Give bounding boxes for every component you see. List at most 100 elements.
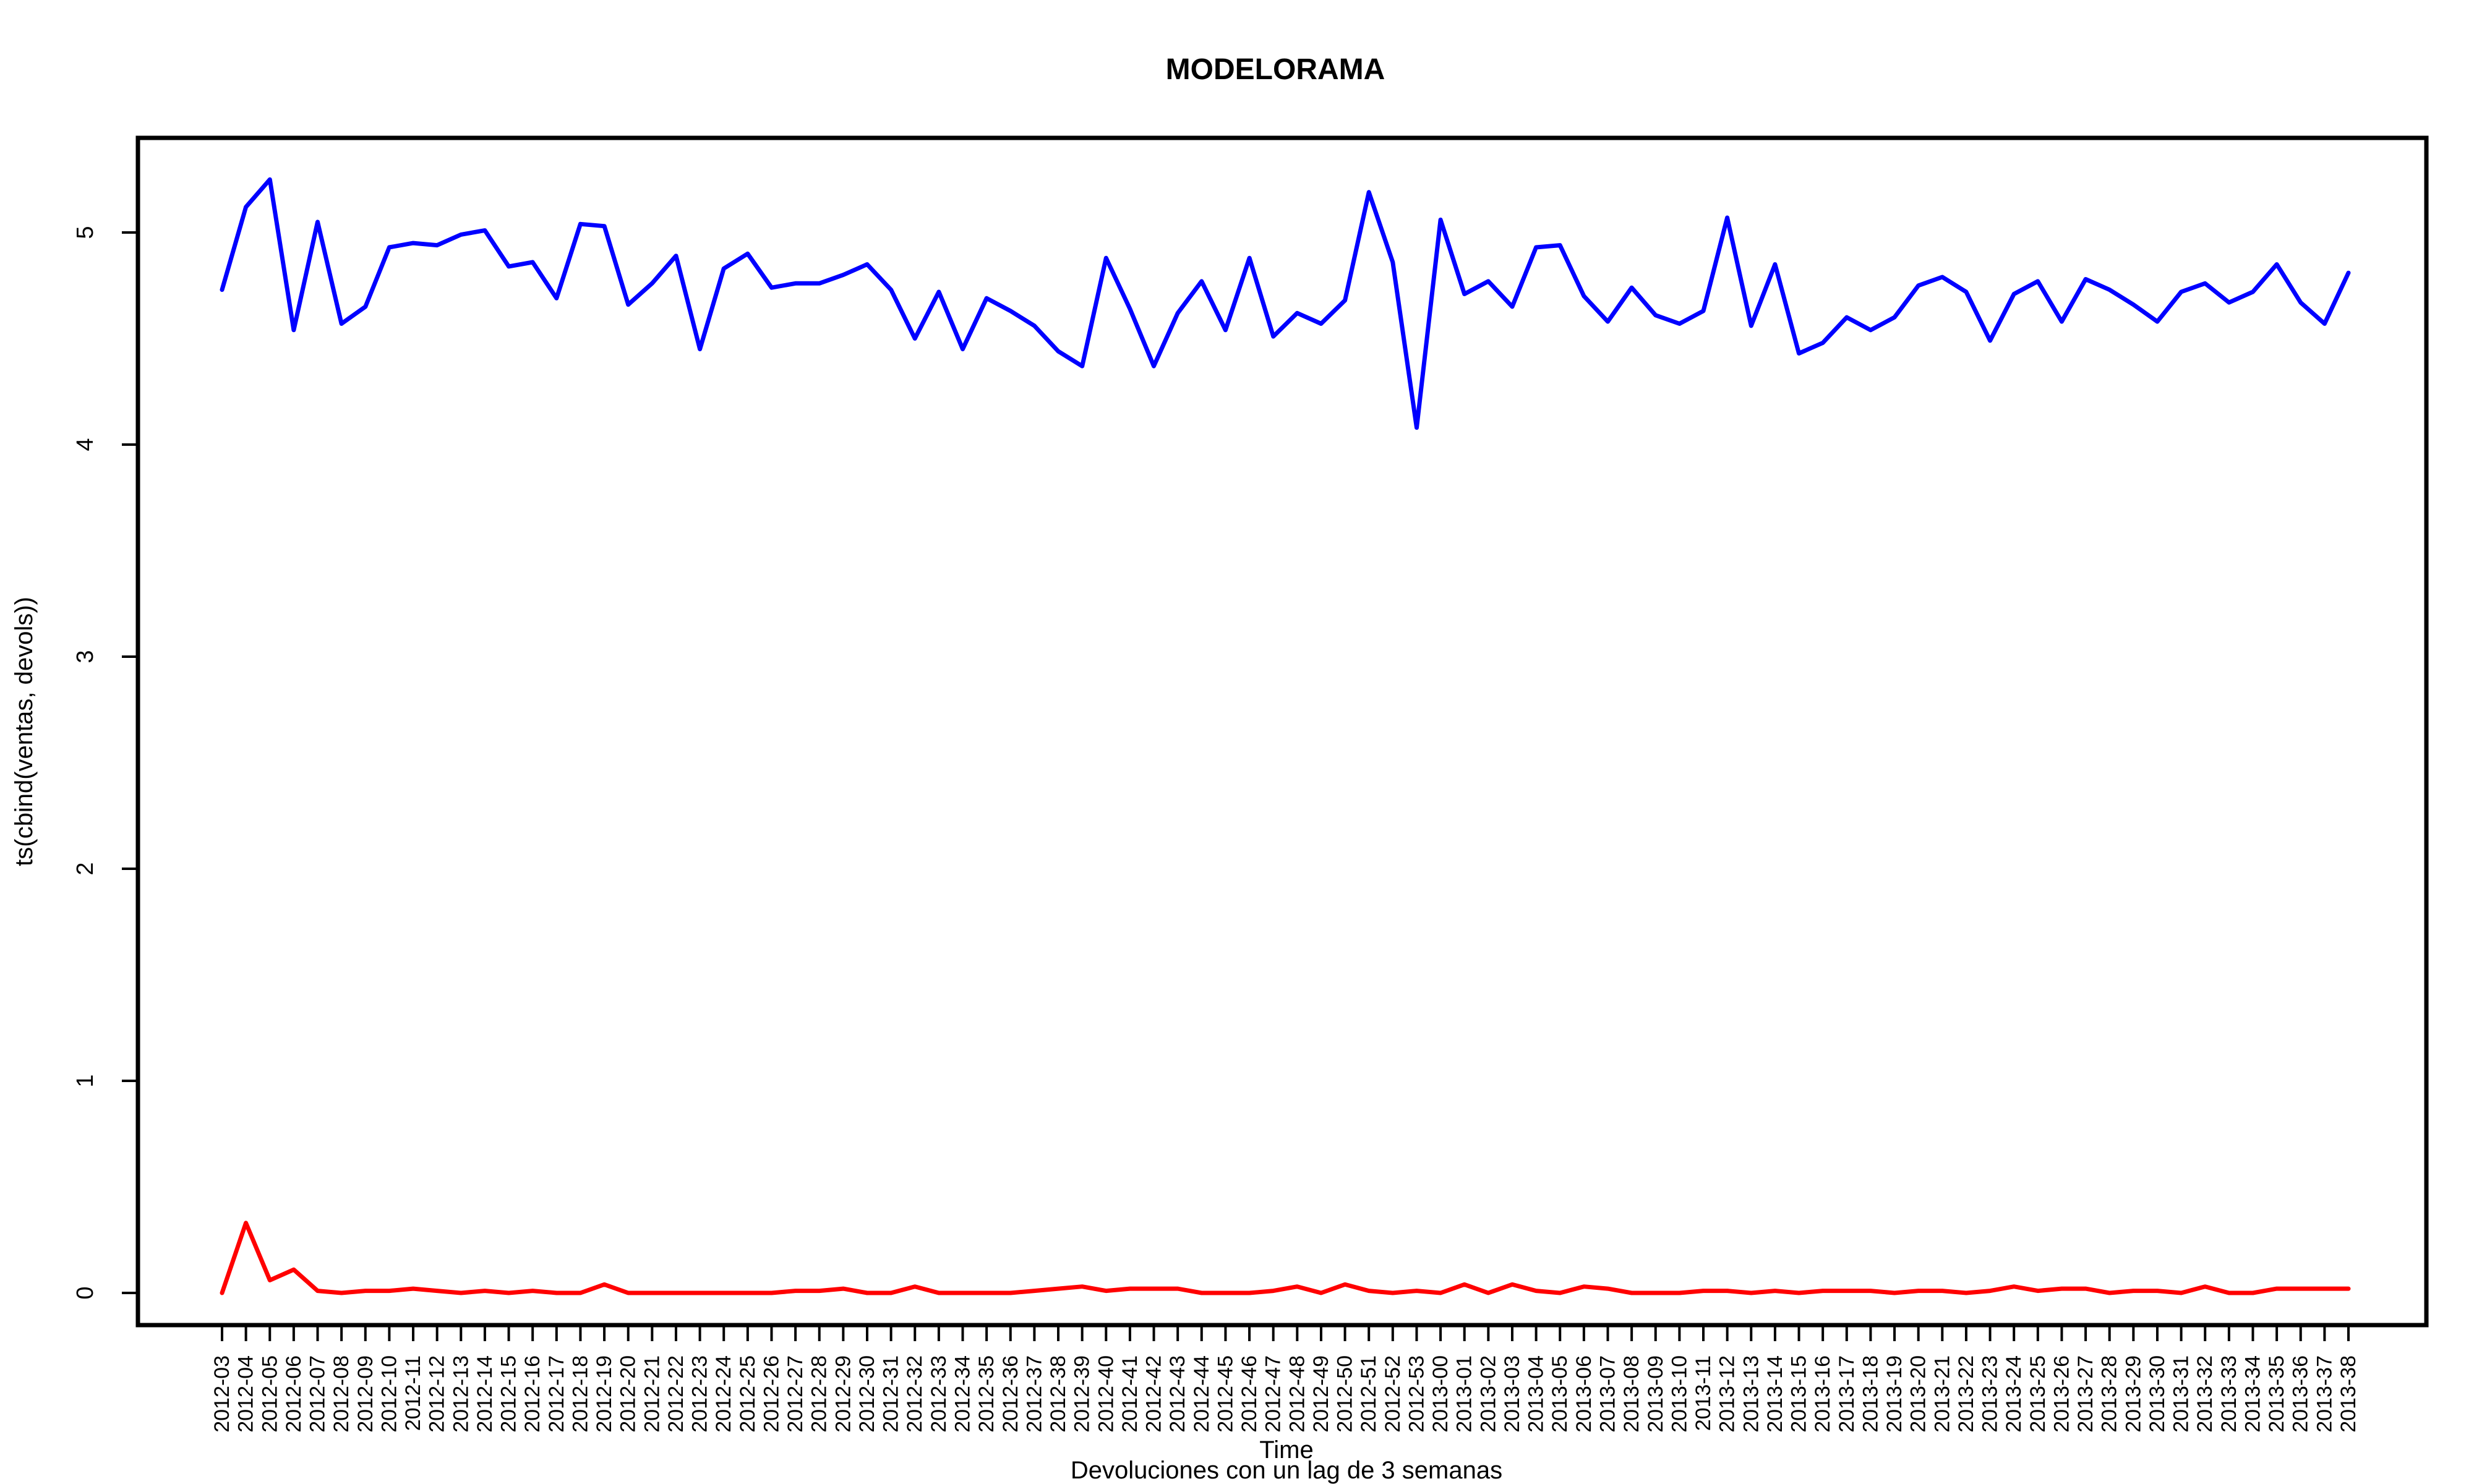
x-tick-label: 2012-04 xyxy=(234,1355,258,1433)
x-tick-label: 2012-53 xyxy=(1405,1355,1428,1433)
x-tick-label: 2012-21 xyxy=(640,1355,664,1433)
x-tick-label: 2012-03 xyxy=(210,1355,234,1433)
x-tick-label: 2012-23 xyxy=(688,1355,712,1433)
x-tick-label: 2012-25 xyxy=(736,1355,760,1433)
x-tick-label: 2012-07 xyxy=(306,1355,330,1433)
x-tick-label: 2012-49 xyxy=(1309,1355,1333,1433)
x-tick-label: 2012-05 xyxy=(258,1355,281,1433)
y-axis: 0 1 2 3 4 5 xyxy=(72,226,139,1300)
x-tick-label: 2012-41 xyxy=(1118,1355,1142,1433)
x-tick-label: 2012-27 xyxy=(784,1355,807,1433)
x-tick-label: 2013-06 xyxy=(1572,1355,1596,1433)
x-tick-label: 2012-08 xyxy=(330,1355,353,1433)
x-tick-label: 2012-39 xyxy=(1071,1355,1094,1433)
x-tick-label: 2012-37 xyxy=(1022,1355,1046,1433)
x-tick-label: 2012-13 xyxy=(449,1355,473,1433)
y-tick-label: 2 xyxy=(72,862,98,875)
x-tick-label: 2012-16 xyxy=(521,1355,544,1433)
x-tick-label: 2013-11 xyxy=(1692,1355,1715,1431)
x-tick-label: 2012-44 xyxy=(1190,1355,1213,1433)
x-tick-label: 2013-02 xyxy=(1476,1355,1500,1433)
x-tick-label: 2013-23 xyxy=(1979,1355,2002,1433)
x-tick-label: 2013-27 xyxy=(2074,1355,2097,1433)
x-tick-label: 2012-32 xyxy=(903,1355,927,1433)
x-tick-label: 2013-22 xyxy=(1954,1355,1978,1433)
x-tick-label: 2013-13 xyxy=(1739,1355,1763,1433)
x-tick-label: 2013-05 xyxy=(1548,1355,1572,1433)
x-axis: 2012-03 2012-04 2012-05 2012-06 2012-07 2012-… xyxy=(210,1324,2360,1433)
x-tick-label: 2012-43 xyxy=(1166,1355,1189,1433)
x-tick-label: 2013-01 xyxy=(1453,1355,1476,1433)
x-tick-label: 2013-03 xyxy=(1500,1355,1524,1433)
x-tick-label: 2012-34 xyxy=(951,1355,975,1433)
x-tick-label: 2012-22 xyxy=(664,1355,688,1433)
x-tick-label: 2013-15 xyxy=(1787,1355,1811,1433)
x-tick-label: 2013-33 xyxy=(2217,1355,2241,1433)
x-tick-label: 2012-47 xyxy=(1262,1355,1285,1433)
x-tick-label: 2012-40 xyxy=(1094,1355,1118,1433)
x-tick-label: 2013-34 xyxy=(2241,1355,2264,1433)
x-tick-label: 2012-38 xyxy=(1047,1355,1070,1433)
x-tick-label: 2013-21 xyxy=(1930,1355,1954,1433)
x-tick-label: 2012-35 xyxy=(975,1355,998,1433)
x-tick-label: 2012-12 xyxy=(426,1355,449,1433)
y-tick-label: 5 xyxy=(72,226,98,239)
x-tick-label: 2013-10 xyxy=(1667,1355,1691,1433)
x-tick-label: 2012-09 xyxy=(354,1355,377,1433)
chart-title: MODELORAMA xyxy=(1166,53,1385,86)
x-tick-label: 2013-12 xyxy=(1716,1355,1739,1433)
x-tick-label: 2013-08 xyxy=(1620,1355,1643,1433)
x-tick-label: 2012-46 xyxy=(1238,1355,1261,1433)
x-tick-label: 2012-30 xyxy=(855,1355,879,1433)
y-tick-label: 4 xyxy=(72,438,98,451)
series-layer xyxy=(220,177,2351,1295)
x-tick-label: 2012-42 xyxy=(1142,1355,1166,1433)
x-tick-label: 2012-51 xyxy=(1357,1355,1380,1433)
x-tick-label: 2012-15 xyxy=(497,1355,521,1433)
x-tick-label: 2013-00 xyxy=(1429,1355,1452,1433)
x-tick-label: 2012-33 xyxy=(927,1355,951,1433)
x-tick-label: 2012-06 xyxy=(282,1355,306,1433)
x-tick-label: 2013-14 xyxy=(1763,1355,1787,1433)
x-tick-label: 2012-10 xyxy=(377,1355,401,1433)
x-tick-label: 2012-18 xyxy=(568,1355,592,1433)
x-tick-label: 2012-45 xyxy=(1213,1355,1237,1433)
x-tick-label: 2013-31 xyxy=(2170,1355,2193,1433)
x-tick-label: 2012-29 xyxy=(831,1355,855,1433)
x-tick-label: 2012-17 xyxy=(545,1355,568,1433)
x-tick-label: 2013-18 xyxy=(1859,1355,1882,1433)
chart-caption: Devoluciones con un lag de 3 semanas xyxy=(1071,1457,1502,1484)
y-tick-label: 3 xyxy=(72,650,98,663)
x-tick-label: 2013-25 xyxy=(2026,1355,2050,1433)
x-tick-label: 2013-07 xyxy=(1596,1355,1619,1433)
y-tick-label: 1 xyxy=(72,1074,98,1087)
x-tick-label: 2012-50 xyxy=(1333,1355,1357,1433)
x-tick-label: 2013-35 xyxy=(2265,1355,2288,1433)
x-tick-label: 2012-24 xyxy=(712,1355,735,1433)
x-tick-label: 2012-26 xyxy=(760,1355,783,1433)
x-tick-label: 2013-17 xyxy=(1835,1355,1859,1433)
x-tick-label: 2013-04 xyxy=(1525,1355,1548,1433)
x-tick-label: 2012-28 xyxy=(808,1355,831,1433)
x-tick-label: 2013-29 xyxy=(2121,1355,2145,1433)
x-tick-label: 2013-38 xyxy=(2337,1355,2360,1433)
x-tick-label: 2013-20 xyxy=(1907,1355,1930,1433)
x-tick-label: 2013-32 xyxy=(2193,1355,2217,1433)
series-line-0 xyxy=(220,177,2351,430)
x-tick-label: 2012-48 xyxy=(1285,1355,1309,1433)
x-tick-label: 2013-30 xyxy=(2146,1355,2169,1433)
x-tick-label: 2012-14 xyxy=(473,1355,497,1433)
x-tick-label: 2013-28 xyxy=(2098,1355,2121,1433)
x-tick-label: 2012-20 xyxy=(617,1355,640,1433)
x-tick-label: 2012-36 xyxy=(999,1355,1022,1433)
series-line-1 xyxy=(220,1221,2351,1295)
x-axis-label: Time xyxy=(1259,1436,1313,1464)
x-tick-label: 2013-26 xyxy=(2050,1355,2073,1433)
x-tick-label: 2013-37 xyxy=(2313,1355,2336,1433)
x-tick-label: 2013-19 xyxy=(1883,1355,1906,1433)
y-tick-label: 0 xyxy=(72,1286,98,1299)
x-tick-label: 2013-24 xyxy=(2002,1355,2026,1433)
x-tick-label: 2012-52 xyxy=(1381,1355,1405,1433)
